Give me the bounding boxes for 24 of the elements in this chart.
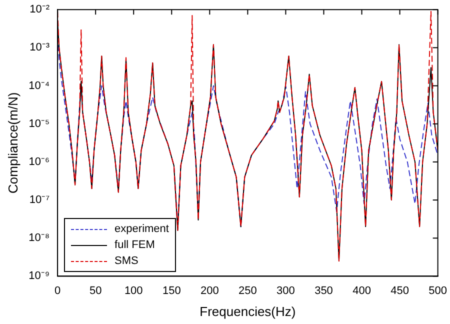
y-axis-title: Compliance(m/N) xyxy=(5,92,20,194)
y-tick-label: 10⁻⁶ xyxy=(28,156,50,168)
y-tick-label: 10⁻⁸ xyxy=(28,232,50,244)
x-tick-label: 400 xyxy=(352,284,371,297)
x-tick-label: 250 xyxy=(238,284,257,297)
y-tick-label: 10⁻³ xyxy=(30,42,50,54)
x-tick-label: 500 xyxy=(428,284,448,297)
legend-label: experiment xyxy=(114,223,169,236)
x-tick-label: 50 xyxy=(89,284,102,297)
legend-label: full FEM xyxy=(114,239,155,252)
y-tick-label: 10⁻⁹ xyxy=(28,270,50,282)
x-axis-title: Frequencies(Hz) xyxy=(200,304,296,319)
x-tick-label: 150 xyxy=(162,284,181,297)
y-tick-label: 10⁻⁷ xyxy=(29,194,50,206)
y-tick-label: 10⁻⁵ xyxy=(28,118,50,130)
x-tick-label: 0 xyxy=(54,284,61,297)
x-tick-label: 200 xyxy=(200,284,219,297)
y-tick-label: 10⁻⁴ xyxy=(28,80,50,92)
x-tick-label: 100 xyxy=(124,284,143,297)
x-tick-label: 350 xyxy=(314,284,333,297)
x-tick-label: 300 xyxy=(276,284,295,297)
y-tick-label: 10⁻² xyxy=(30,4,50,16)
legend-label: SMS xyxy=(114,255,138,268)
x-tick-label: 450 xyxy=(390,284,409,297)
